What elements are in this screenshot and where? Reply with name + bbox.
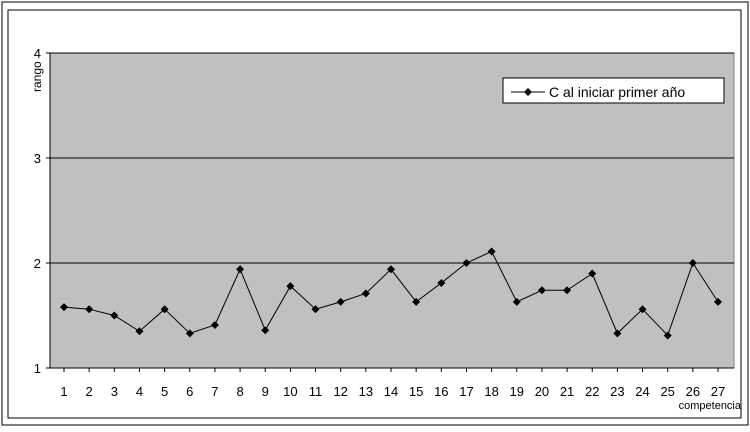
x-tick-label-11: 11 bbox=[309, 384, 323, 399]
data-point-17 bbox=[462, 259, 471, 267]
data-point-21 bbox=[563, 286, 572, 295]
data-point-20 bbox=[537, 286, 546, 295]
data-point-14 bbox=[387, 265, 395, 274]
data-point-9 bbox=[261, 326, 270, 335]
data-point-10 bbox=[286, 282, 295, 291]
data-point-5 bbox=[160, 305, 169, 314]
y-tick-label-2: 2 bbox=[34, 256, 41, 271]
legend: C al iniciar primer año bbox=[502, 77, 725, 104]
data-point-26 bbox=[688, 259, 697, 267]
x-tick-label-15: 15 bbox=[409, 384, 423, 399]
data-point-19 bbox=[512, 297, 521, 306]
data-point-16 bbox=[437, 278, 446, 287]
x-tick-label-20: 20 bbox=[535, 384, 549, 399]
y-tick-label-3: 3 bbox=[34, 151, 41, 166]
x-tick-label-10: 10 bbox=[283, 384, 297, 399]
gridlines bbox=[50, 52, 734, 264]
legend-marker-sample bbox=[524, 88, 532, 96]
x-tick-label-13: 13 bbox=[359, 384, 373, 399]
x-tick-label-23: 23 bbox=[610, 384, 624, 399]
data-point-23 bbox=[613, 329, 622, 338]
data-point-7 bbox=[210, 320, 219, 329]
x-tick-label-6: 6 bbox=[186, 384, 193, 399]
data-point-4 bbox=[135, 327, 144, 336]
x-tick-label-7: 7 bbox=[211, 384, 218, 399]
x-tick-label-18: 18 bbox=[484, 384, 498, 399]
y-axis-label: rango bbox=[30, 61, 44, 92]
x-tick-label-22: 22 bbox=[585, 384, 599, 399]
x-tick-label-8: 8 bbox=[236, 384, 243, 399]
x-tick-label-3: 3 bbox=[111, 384, 118, 399]
x-tick-label-16: 16 bbox=[434, 384, 448, 399]
x-tick-label-17: 17 bbox=[459, 384, 473, 399]
data-point-25 bbox=[663, 331, 672, 340]
y-tick-labels: 1 2 3 4 bbox=[34, 46, 50, 376]
x-tick-label-9: 9 bbox=[262, 384, 269, 399]
x-tick-label-26: 26 bbox=[686, 384, 700, 399]
data-point-11 bbox=[311, 305, 320, 314]
x-tick-label-1: 1 bbox=[60, 384, 67, 399]
data-point-27 bbox=[714, 297, 722, 306]
x-tick-label-27: 27 bbox=[711, 384, 725, 399]
data-point-15 bbox=[412, 297, 421, 306]
x-tick-label-19: 19 bbox=[510, 384, 524, 399]
data-point-6 bbox=[185, 329, 194, 338]
data-point-1 bbox=[60, 303, 68, 312]
legend-label: C al iniciar primer año bbox=[549, 84, 685, 100]
data-point-22 bbox=[588, 269, 597, 278]
x-tick-label-2: 2 bbox=[86, 384, 93, 399]
x-tick-label-24: 24 bbox=[635, 384, 649, 399]
x-tick-label-14: 14 bbox=[384, 384, 398, 399]
data-point-13 bbox=[361, 289, 370, 298]
x-tick-labels: 1 2 3 4 5 6 7 8 9 10 11 12 13 14 15 16 17 18 19 20 21 22 23 24 2… bbox=[60, 368, 725, 399]
x-tick-label-4: 4 bbox=[136, 384, 143, 399]
data-point-12 bbox=[336, 297, 345, 306]
x-tick-label-25: 25 bbox=[660, 384, 674, 399]
x-tick-label-21: 21 bbox=[560, 384, 574, 399]
x-axis-label: competencia bbox=[679, 400, 742, 412]
data-point-18 bbox=[487, 247, 496, 256]
data-point-24 bbox=[638, 305, 647, 314]
x-tick-label-5: 5 bbox=[161, 384, 168, 399]
legend-box bbox=[502, 77, 725, 104]
series-layer bbox=[60, 247, 722, 340]
data-point-3 bbox=[110, 311, 119, 320]
data-point-8 bbox=[236, 265, 245, 274]
x-tick-label-12: 12 bbox=[333, 384, 347, 399]
data-point-2 bbox=[85, 305, 94, 314]
y-tick-label-1: 1 bbox=[34, 361, 41, 376]
y-tick-label-4: 4 bbox=[34, 46, 41, 61]
